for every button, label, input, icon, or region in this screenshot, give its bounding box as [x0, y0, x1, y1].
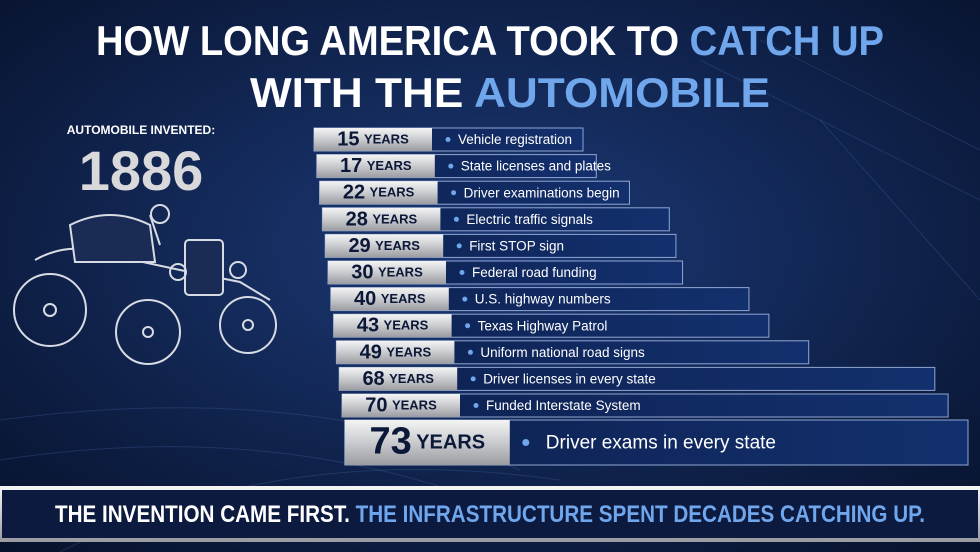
bullet	[462, 296, 468, 302]
years-unit: YEARS	[367, 159, 412, 174]
title-line-2: WITH THE AUTOMOBILE	[250, 69, 770, 116]
years-unit: YEARS	[381, 292, 426, 307]
event-label: Uniform national road signs	[480, 345, 645, 360]
event-label: Vehicle registration	[458, 132, 572, 147]
years-unit: YEARS	[416, 432, 485, 454]
years-plate	[333, 314, 452, 338]
years-unit: YEARS	[375, 238, 420, 253]
timeline-row: 29 YEARS First STOP sign	[324, 233, 677, 258]
years-label: 73 YEARS	[369, 421, 485, 463]
event-label: Funded Interstate System	[486, 398, 641, 413]
years-label: 17 YEARS	[340, 155, 412, 177]
bullet	[465, 323, 471, 329]
timeline-row: 49 YEARS Uniform national road signs	[335, 340, 810, 365]
years-label: 15 YEARS	[337, 129, 409, 151]
years-unit: YEARS	[372, 212, 417, 227]
timeline-row: 73 YEARS Driver exams in every state	[344, 419, 969, 466]
years-plate	[330, 287, 449, 311]
event-label: Electric traffic signals	[466, 212, 593, 227]
footer: THE INVENTION CAME FIRST. THE INFRASTRUC…	[55, 501, 925, 528]
bullet	[467, 349, 473, 355]
years-plate	[342, 394, 460, 417]
event-label: Driver exams in every state	[546, 433, 776, 454]
event-label: Texas Highway Patrol	[478, 318, 608, 333]
years-plate	[322, 207, 441, 231]
timeline-row: 17 YEARS State licenses and plates	[316, 154, 611, 179]
years-unit: YEARS	[384, 318, 429, 333]
years-plate	[339, 367, 458, 391]
years-plate	[344, 420, 510, 465]
timeline: 15 YEARS Vehicle registration 17 YEARS Stat…	[313, 127, 969, 466]
years-label: 70 YEARS	[365, 395, 437, 417]
timeline-row: 68 YEARS Driver licenses in every state	[338, 366, 936, 391]
bullet	[459, 270, 465, 275]
timeline-row: 28 YEARS Electric traffic signals	[321, 207, 670, 232]
timeline-row: 30 YEARS Federal road funding	[327, 260, 684, 285]
years-plate	[336, 340, 455, 364]
years-number: 40	[354, 288, 376, 310]
years-label: 30 YEARS	[351, 262, 423, 284]
years-number: 30	[351, 262, 373, 284]
years-plate	[325, 234, 444, 258]
years-number: 70	[365, 395, 387, 417]
event-label: First STOP sign	[469, 238, 564, 253]
footer-band	[0, 486, 980, 542]
years-number: 68	[362, 368, 384, 390]
years-label: 43 YEARS	[357, 315, 429, 337]
years-unit: YEARS	[389, 371, 434, 386]
timeline-row: 22 YEARS Driver examinations begin	[319, 180, 630, 205]
years-plate	[316, 154, 435, 178]
years-number: 43	[357, 315, 379, 337]
years-unit: YEARS	[386, 345, 431, 360]
bullet	[456, 243, 462, 249]
bullet	[522, 439, 530, 446]
years-unit: YEARS	[370, 185, 415, 200]
years-plate	[314, 128, 432, 151]
years-number: 73	[369, 421, 411, 463]
years-number: 29	[348, 235, 370, 257]
years-number: 17	[340, 155, 362, 177]
years-label: 29 YEARS	[348, 235, 420, 257]
years-label: 68 YEARS	[362, 368, 434, 390]
years-number: 49	[360, 342, 382, 364]
years-number: 22	[343, 182, 365, 204]
years-unit: YEARS	[378, 265, 423, 280]
years-label: 40 YEARS	[354, 288, 426, 310]
timeline-row: 40 YEARS U.S. highway numbers	[330, 287, 750, 312]
timeline-row: 70 YEARS Funded Interstate System	[341, 393, 949, 418]
years-plate	[328, 261, 446, 284]
title-line-1: HOW LONG AMERICA TOOK TO CATCH UP	[96, 17, 884, 64]
years-label: 49 YEARS	[360, 342, 432, 364]
invented-year: 1886	[79, 139, 204, 202]
event-label: Federal road funding	[472, 265, 597, 280]
bullet	[445, 137, 451, 142]
years-plate	[319, 181, 438, 205]
event-label: U.S. highway numbers	[475, 292, 611, 307]
bullet	[453, 216, 459, 222]
years-label: 22 YEARS	[343, 182, 415, 204]
event-label: Driver licenses in every state	[483, 371, 656, 386]
invented-label: AUTOMOBILE INVENTED:	[67, 123, 215, 137]
bullet	[473, 403, 479, 408]
bullet	[451, 190, 457, 196]
bullet	[448, 163, 454, 169]
timeline-row: 15 YEARS Vehicle registration	[313, 127, 584, 152]
years-number: 15	[337, 129, 359, 151]
car-illustration	[13, 204, 277, 365]
years-number: 28	[346, 209, 368, 231]
event-label: Driver examinations begin	[464, 185, 620, 200]
bullet	[470, 376, 476, 382]
years-label: 28 YEARS	[346, 209, 418, 231]
years-unit: YEARS	[392, 398, 437, 413]
event-label: State licenses and plates	[461, 159, 611, 174]
timeline-row: 43 YEARS Texas Highway Patrol	[333, 313, 770, 338]
years-unit: YEARS	[364, 132, 409, 147]
